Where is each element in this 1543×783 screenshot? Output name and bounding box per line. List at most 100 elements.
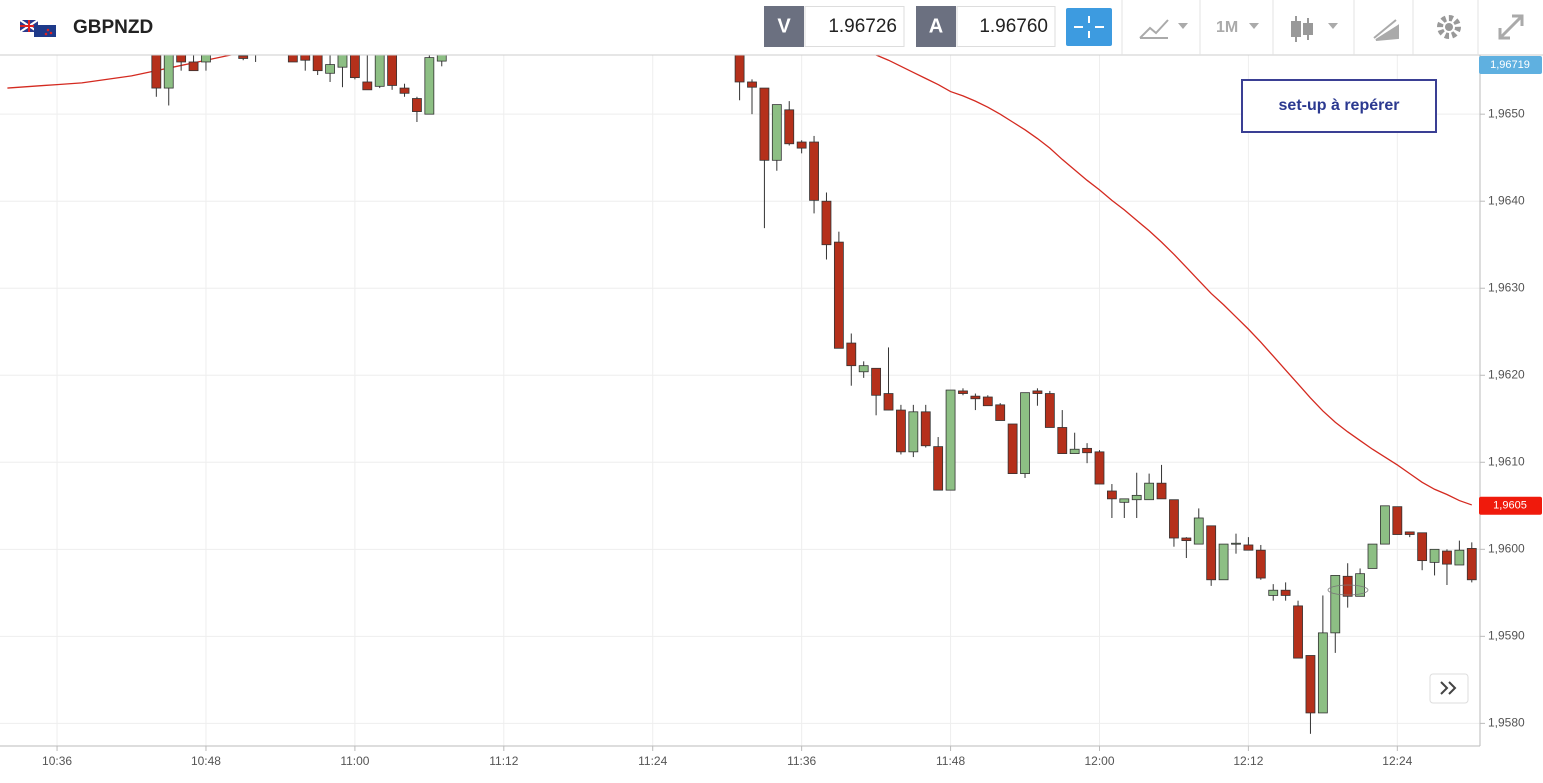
- buy-label: A: [929, 15, 943, 37]
- candle-body: [846, 342, 857, 367]
- timeframe[interactable]: 1M: [1216, 19, 1238, 36]
- buy-button[interactable]: [916, 6, 956, 47]
- candle-body: [1169, 499, 1179, 539]
- candle-body: [759, 87, 770, 161]
- price-badge: [1479, 56, 1542, 74]
- candle-body: [747, 81, 757, 88]
- sell-button[interactable]: [764, 6, 804, 47]
- candle-body: [1057, 427, 1068, 454]
- chart-type-icon[interactable]: [1139, 19, 1169, 39]
- candle-body: [362, 81, 373, 91]
- sell-label: V: [777, 15, 791, 37]
- candle-body: [958, 390, 968, 394]
- x-tick-label: 11:36: [787, 754, 816, 768]
- moving-average-line: [7, 55, 1473, 506]
- y-tick-label: 1,9620: [1488, 367, 1525, 381]
- y-tick-label: 1,9580: [1488, 716, 1525, 730]
- candle-body: [908, 411, 919, 453]
- candle-body: [1231, 542, 1241, 545]
- candle-body: [1392, 506, 1403, 535]
- candle-body: [784, 109, 795, 145]
- y-tick-label: 1,9590: [1488, 629, 1525, 643]
- sell-price: 1.96726: [828, 16, 897, 37]
- candle-body: [1156, 482, 1167, 500]
- candle-body: [1032, 390, 1043, 394]
- candle-body: [201, 55, 211, 63]
- candle-body: [412, 98, 422, 112]
- candle-body: [970, 395, 981, 400]
- candle-body: [896, 409, 906, 453]
- candle-icon[interactable]: [1291, 16, 1313, 42]
- candle-body: [1044, 393, 1055, 428]
- symbol: GBPNZD: [73, 17, 153, 38]
- candle-body: [1330, 575, 1341, 634]
- y-tick-label: 1,9610: [1488, 454, 1525, 468]
- candle-body: [374, 55, 385, 87]
- candle-body: [858, 365, 869, 373]
- candle-body: [1280, 589, 1291, 596]
- candle-body: [1268, 589, 1279, 596]
- candle-body: [821, 200, 832, 246]
- candle-body: [1317, 632, 1328, 714]
- settings-hub: [1445, 23, 1453, 31]
- fullscreen-icon[interactable]: [1498, 14, 1524, 40]
- candle-body: [1193, 517, 1204, 545]
- flag-icon: [19, 19, 56, 37]
- candle-body: [771, 104, 782, 161]
- candle-body: [1293, 605, 1303, 659]
- toolbar: GBPNZD V 1.96726 A 1.96760 1M: [0, 0, 1543, 56]
- candle-body: [312, 55, 323, 72]
- candle-body: [796, 141, 807, 149]
- candle-body: [1417, 532, 1428, 562]
- settings-icon[interactable]: [1437, 15, 1461, 39]
- dropdown-arrow: [1178, 23, 1188, 29]
- candle-body: [883, 393, 894, 411]
- candle-body: [1454, 549, 1465, 566]
- candle-body: [1404, 531, 1415, 535]
- candle-body: [300, 55, 311, 61]
- candle-body: [995, 404, 1006, 421]
- candle-body: [1255, 549, 1266, 579]
- drawing-icon[interactable]: [1373, 19, 1399, 41]
- candle-body: [1082, 447, 1092, 454]
- candle-body: [933, 446, 944, 491]
- candle-body: [1218, 543, 1229, 581]
- y-tick-label: 1,9600: [1488, 541, 1525, 555]
- y-tick-label: 1,9640: [1488, 193, 1525, 207]
- candle-body: [1119, 498, 1130, 503]
- candle-body: [1069, 448, 1080, 454]
- candle-body: [1380, 505, 1390, 545]
- buy-price-box[interactable]: [956, 6, 1056, 47]
- crosshair-button[interactable]: [1066, 8, 1112, 46]
- y-tick-label: 1,9630: [1488, 280, 1525, 294]
- dropdown-arrow: [1328, 23, 1338, 29]
- crosshair-icon: [1074, 16, 1104, 38]
- candle-body: [1367, 543, 1378, 569]
- candle-body: [349, 55, 360, 79]
- candle-body: [1007, 423, 1018, 475]
- scroll-button[interactable]: [1429, 673, 1469, 704]
- sell-price-box[interactable]: [804, 6, 905, 47]
- candle-body: [871, 367, 882, 396]
- highlight-ellipse: [1327, 584, 1369, 596]
- scroll-icon: [1440, 681, 1457, 695]
- candle-body: [399, 87, 410, 94]
- x-tick-label: 12:12: [1233, 754, 1263, 768]
- candle-body: [1106, 490, 1117, 500]
- price-badge: [1479, 496, 1542, 515]
- candle-body: [809, 141, 819, 201]
- candle-body: [163, 55, 174, 89]
- x-tick-label: 11:00: [340, 754, 369, 768]
- price-badge-label: 1,9605: [1493, 500, 1527, 512]
- x-tick-label: 10:36: [42, 754, 72, 768]
- candle-body: [424, 57, 435, 115]
- candle-body: [1131, 494, 1142, 501]
- candle-body: [1020, 392, 1030, 475]
- candle-body: [945, 389, 956, 491]
- x-tick-label: 12:00: [1084, 754, 1114, 768]
- y-tick-label: 1,9650: [1488, 106, 1525, 120]
- candle-body: [920, 411, 931, 447]
- candle-body: [337, 55, 348, 68]
- dropdown-arrow: [1249, 23, 1259, 29]
- candle-body: [1305, 655, 1316, 714]
